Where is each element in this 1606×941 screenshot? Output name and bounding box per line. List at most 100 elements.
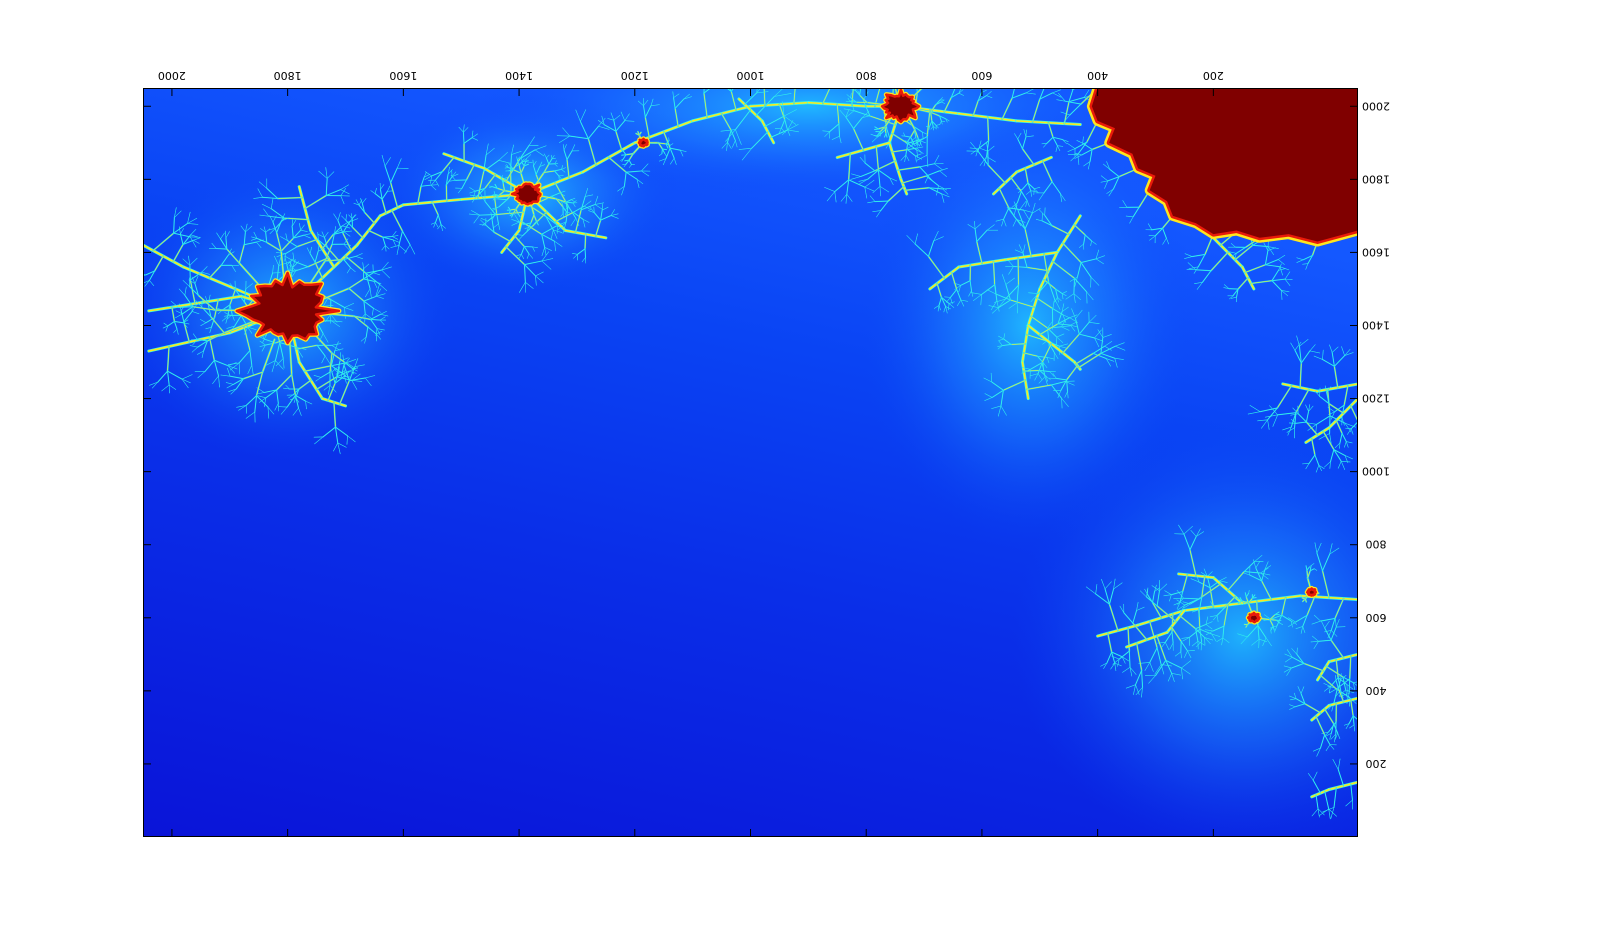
filament-segment	[293, 229, 302, 239]
filament-segment	[796, 71, 807, 79]
filament-segment	[1000, 405, 1007, 416]
filament-segment	[1062, 139, 1067, 144]
filament-segment	[886, 74, 894, 75]
filament-segment	[1011, 92, 1027, 99]
filament-segment	[1100, 337, 1104, 354]
filament-segment	[1047, 321, 1053, 328]
filament-segment	[915, 155, 922, 160]
filament-segment	[261, 344, 266, 352]
filament-segment	[1316, 543, 1322, 554]
filament-core	[496, 188, 505, 191]
filament-segment	[1114, 662, 1117, 671]
filament-segment	[245, 283, 253, 290]
filament-segment	[1092, 345, 1105, 354]
filament-segment	[1063, 114, 1070, 123]
filament-core	[327, 382, 336, 401]
filament-segment	[162, 325, 168, 329]
filament-segment	[182, 306, 194, 315]
filament-segment	[1083, 234, 1086, 245]
filament-segment	[1247, 625, 1259, 638]
filament-segment	[1016, 284, 1019, 304]
filament-segment	[1345, 689, 1355, 694]
filament-segment	[735, 140, 738, 148]
filament-segment	[323, 385, 331, 391]
filament-segment	[447, 166, 450, 175]
filament-segment	[458, 127, 464, 133]
filament-segment	[344, 307, 354, 311]
filament-segment	[244, 288, 247, 303]
filament-core	[243, 327, 251, 351]
filament-core	[987, 116, 989, 142]
filament-segment	[247, 326, 257, 330]
filament-segment	[998, 405, 1002, 417]
filament-segment	[956, 289, 962, 301]
filament-core	[822, 88, 831, 104]
filament-segment	[1318, 465, 1322, 471]
filament-core	[210, 316, 225, 334]
filament-segment	[1311, 808, 1319, 817]
filament-segment	[673, 93, 680, 98]
filament-segment	[1089, 149, 1093, 162]
filament-segment	[1346, 441, 1353, 444]
filament-segment	[1183, 597, 1200, 600]
filament-segment	[997, 345, 1003, 350]
filament-segment	[396, 245, 400, 255]
filament-segment	[565, 199, 572, 203]
filament-segment	[309, 246, 312, 254]
filament-segment	[1014, 133, 1018, 140]
filament-core	[1237, 277, 1249, 290]
filament-segment	[1115, 346, 1126, 351]
filament-segment	[1007, 260, 1014, 267]
filament-segment	[1194, 282, 1203, 284]
filament-segment	[173, 329, 178, 333]
filament-segment	[1347, 428, 1352, 435]
filament-segment	[1334, 732, 1338, 740]
filament-segment	[351, 380, 358, 390]
filament-segment	[303, 233, 311, 236]
filament-segment	[1345, 799, 1353, 807]
filament-core	[291, 374, 296, 396]
filament-segment	[1285, 657, 1293, 663]
filament-segment	[879, 186, 881, 197]
filament-segment	[1129, 216, 1134, 224]
filament-core	[276, 374, 292, 391]
filament-segment	[1324, 621, 1330, 629]
filament-segment	[214, 360, 219, 377]
filament-segment	[179, 288, 185, 296]
filament-segment	[1149, 235, 1156, 241]
filament-segment	[1364, 432, 1366, 439]
filament-segment	[1195, 628, 1199, 642]
filament-segment	[276, 220, 282, 233]
filament-segment	[958, 285, 961, 293]
filament-segment	[430, 184, 437, 191]
filament-segment	[1324, 630, 1332, 633]
filament-segment	[263, 389, 277, 393]
filament-segment	[1306, 411, 1309, 423]
filament-segment	[380, 189, 383, 200]
filament-segment	[1209, 615, 1218, 618]
filament-segment	[998, 335, 1004, 340]
filament-segment	[1175, 651, 1182, 657]
filament-segment	[1171, 673, 1181, 676]
filament-core	[1244, 264, 1266, 273]
filament-segment	[933, 236, 944, 242]
filament-segment	[231, 265, 236, 272]
filament-core	[1066, 365, 1078, 381]
filament-segment	[229, 283, 236, 290]
filament-segment	[1054, 297, 1058, 303]
filament-segment	[1341, 417, 1345, 426]
filament-segment	[1335, 674, 1337, 681]
filament-segment	[526, 253, 530, 259]
filament-segment	[1012, 219, 1017, 227]
filament-segment	[1022, 244, 1026, 254]
filament-segment	[1278, 259, 1285, 265]
filament-segment	[1265, 414, 1278, 418]
filament-segment	[201, 266, 208, 273]
filament-segment	[163, 322, 168, 327]
filament-segment	[1005, 277, 1015, 285]
filament-segment	[1125, 215, 1134, 218]
filament-segment	[1066, 379, 1068, 392]
filament-segment	[381, 155, 386, 167]
filament-segment	[864, 162, 876, 172]
filament-segment	[1291, 663, 1305, 669]
